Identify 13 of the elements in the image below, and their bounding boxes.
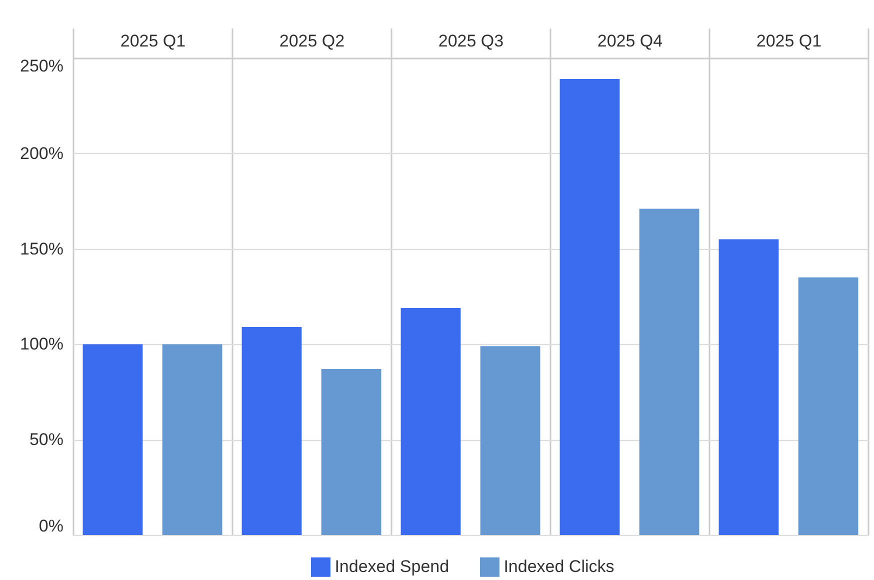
y-tick-label: 0% <box>38 516 64 536</box>
y-tick-label: 150% <box>20 239 64 258</box>
y-tick-label: 200% <box>20 144 64 163</box>
y-tick-label: 250% <box>20 56 64 76</box>
legend-label: Indexed Clicks <box>504 557 614 576</box>
legend-label: Indexed Spend <box>334 557 450 576</box>
x-tick-label: 2025 Q2 <box>279 32 345 50</box>
x-tick-label: 2025 Q1 <box>120 32 186 50</box>
x-tick-label: 2025 Q1 <box>756 32 822 50</box>
y-tick-label: 100% <box>20 334 64 354</box>
x-tick-label: 2025 Q3 <box>438 32 504 50</box>
x-tick-label: 2025 Q4 <box>597 32 663 50</box>
y-tick-label: 50% <box>29 430 64 450</box>
